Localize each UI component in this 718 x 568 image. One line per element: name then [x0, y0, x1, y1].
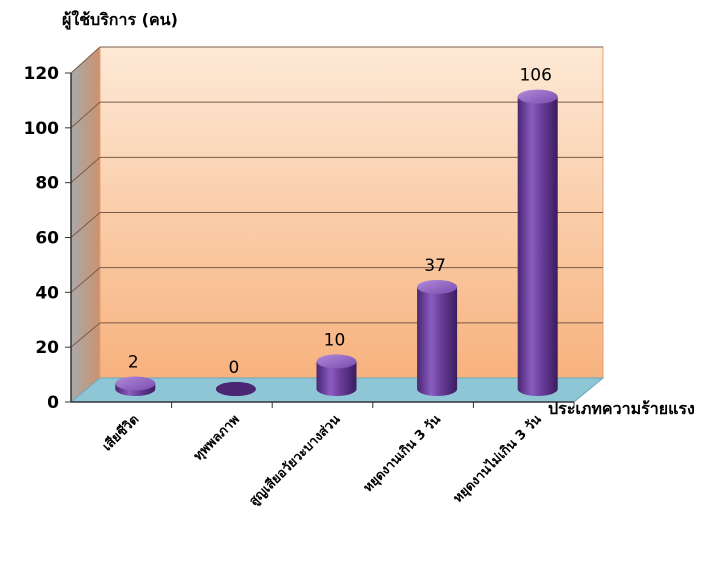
x-category-label: ทุพพลภาพ: [191, 412, 243, 464]
bar-cap: [517, 89, 558, 104]
gridline-side: [70, 101, 101, 129]
data-label: 37: [424, 256, 446, 276]
x-axis-categories: เสียชีวิต ทุพพลภาพ สูญเสียอวัยวะบางส่วน หยุ…: [99, 402, 575, 509]
bar: [215, 382, 256, 396]
bars: 2 0 10 37 106: [115, 66, 558, 396]
y-tick-label: 100: [24, 119, 60, 139]
x-category-label: หยุดงานเกิน 3 วัน: [361, 412, 444, 495]
x-category-label: หยุดงานไม่เกิน 3 วัน: [449, 411, 544, 506]
data-label: 0: [228, 358, 239, 378]
bar-body: [417, 286, 458, 396]
y-tick-label: 0: [47, 393, 59, 413]
data-label: 10: [324, 330, 346, 350]
y-axis-title: ผู้ใช้บริการ (คน): [62, 10, 178, 31]
y-tick-label: 60: [35, 229, 59, 249]
gridline-side: [70, 322, 101, 348]
data-label: 2: [128, 352, 139, 372]
x-category-label: เสียชีวิต: [99, 412, 142, 455]
bar-cap: [215, 382, 256, 396]
y-tick-label: 120: [24, 64, 60, 84]
gridline-side: [70, 212, 101, 238]
gridline-side: [70, 156, 101, 184]
bar-cap: [316, 354, 357, 369]
gridline-side: [70, 267, 101, 293]
y-tick-label: 20: [35, 338, 59, 358]
y-axis-ticks: 0 20 40 60 80 100 120: [24, 64, 71, 413]
bar: [115, 376, 156, 396]
bar: [517, 89, 558, 396]
bar: [316, 354, 357, 396]
y-tick-label: 80: [35, 174, 59, 194]
x-category-label: สูญเสียอวัยวะบางส่วน: [246, 411, 344, 509]
bar-cap: [115, 376, 156, 391]
y-tick-label: 40: [35, 283, 59, 303]
bar-cap: [417, 279, 458, 294]
bar-body: [517, 96, 558, 396]
bar: [417, 279, 458, 396]
gridline-side: [70, 46, 101, 74]
data-label: 106: [519, 66, 551, 86]
x-axis-title: ประเภทความร้ายแรง: [548, 399, 695, 418]
bar-body: [316, 361, 357, 396]
